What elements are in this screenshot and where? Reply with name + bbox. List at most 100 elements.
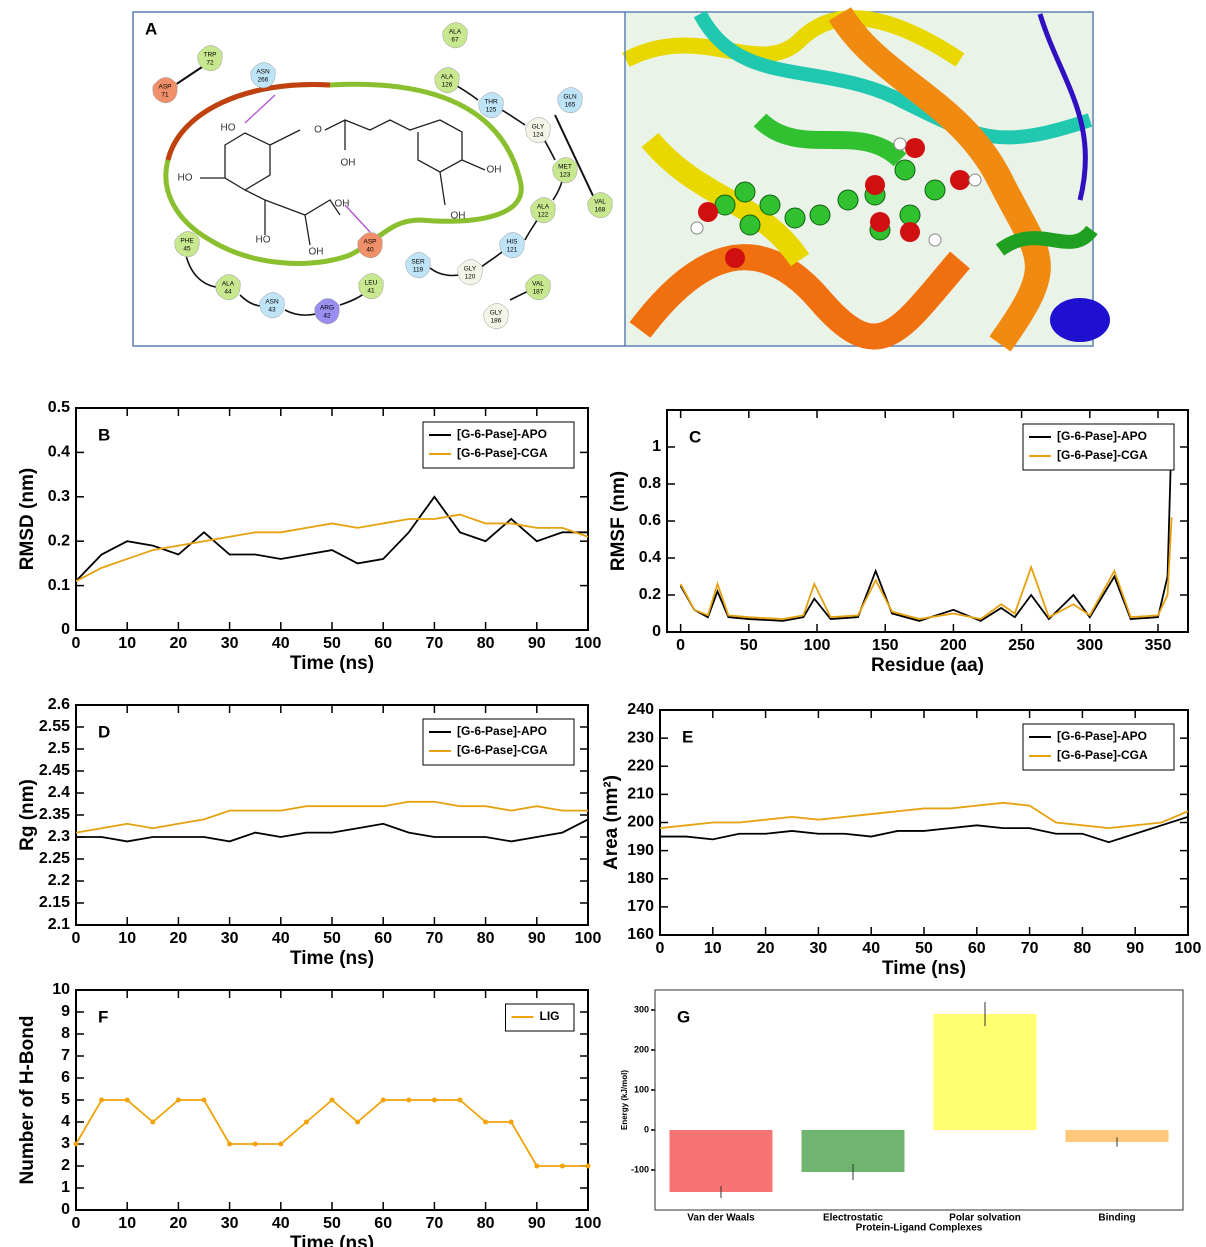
y-tick-label: 2.6 [48, 696, 70, 713]
residue-bubble [457, 259, 483, 286]
legend-label: [G-6-Pase]-CGA [1057, 448, 1148, 462]
data-point [201, 1097, 207, 1103]
x-tick-label: 60 [374, 930, 392, 947]
data-point [99, 1097, 105, 1103]
x-tick-label: 50 [915, 940, 933, 957]
x-tick-label: 60 [374, 1215, 392, 1232]
y-tick-label: 1 [61, 1179, 70, 1196]
x-tick-label: 0 [656, 940, 665, 957]
residue-bubble [358, 273, 384, 300]
x-tick-label: 100 [1175, 940, 1202, 957]
residue-name: LEU [365, 280, 378, 287]
x-tick-label: Electrostatic [823, 1213, 883, 1224]
x-tick-label: 70 [1021, 940, 1039, 957]
x-axis-label: Time (ns) [290, 948, 374, 969]
x-tick-label: 350 [1145, 637, 1172, 654]
x-tick-label: 80 [477, 1215, 495, 1232]
residue-bubble [174, 231, 200, 258]
y-tick-label: 2 [61, 1157, 70, 1174]
legend-box [422, 718, 575, 766]
bar [1065, 1130, 1169, 1142]
ligand-diagram [163, 64, 596, 316]
residue-number: 42 [323, 313, 331, 320]
y-axis-label: Number of H-Bond [17, 1016, 38, 1185]
legend-box [422, 421, 575, 469]
residue-bubble [405, 252, 431, 279]
x-tick-label: 50 [740, 637, 758, 654]
x-tick-label: 80 [477, 930, 495, 947]
residue-number: 121 [507, 247, 518, 254]
y-tick-label: 190 [627, 842, 654, 859]
residue-name: VAL [532, 281, 544, 288]
x-tick-label: 90 [528, 930, 546, 947]
data-point [585, 1163, 591, 1169]
x-tick-label: 30 [221, 1215, 239, 1232]
x-tick-label: 40 [272, 930, 290, 947]
legend-label: [G-6-Pase]-APO [1057, 729, 1147, 743]
x-tick-label: 30 [810, 940, 828, 957]
residue-bubble [152, 77, 178, 104]
bar [933, 1014, 1037, 1130]
y-tick-label: 0.4 [48, 444, 70, 461]
residue-number: 122 [538, 212, 549, 219]
data-point [252, 1141, 258, 1147]
x-tick-label: 40 [272, 635, 290, 652]
structure-view [622, 6, 1110, 352]
data-line [75, 513, 589, 582]
residue-name: ASP [363, 239, 376, 246]
residue-bubble [357, 232, 383, 259]
y-tick-label: 240 [627, 701, 654, 718]
chart-panel: 0 1 2 3 4 5 6 7 8 9 10 Number of H-Bond F 0 10 20 30 40 50… [17, 981, 601, 1247]
residue-number: 120 [465, 274, 476, 281]
legend-label: [G-6-Pase]-APO [1057, 429, 1147, 443]
x-tick-label: 100 [575, 930, 602, 947]
y-tick-label: 1 [652, 438, 661, 455]
x-tick-label: 100 [575, 635, 602, 652]
x-axis-label: Time (ns) [290, 1233, 374, 1247]
data-line [679, 517, 1173, 621]
x-tick-label: 70 [426, 930, 444, 947]
y-tick-label: 2.25 [39, 850, 70, 867]
y-tick-label: 0 [61, 621, 70, 638]
residue-bubble [478, 92, 504, 119]
atom-label: HO [221, 123, 236, 134]
residue-number: 67 [451, 37, 459, 44]
x-tick-label: 80 [477, 635, 495, 652]
residue-number: 40 [366, 247, 374, 254]
x-axis-label: Time (ns) [290, 653, 374, 674]
residue-bubble [525, 274, 551, 301]
data-point [380, 1097, 386, 1103]
data-point [431, 1097, 437, 1103]
x-tick-label: 40 [272, 1215, 290, 1232]
x-tick-label: 70 [426, 635, 444, 652]
x-tick-label: 50 [323, 930, 341, 947]
legend-label: LIG [540, 1009, 560, 1023]
residue-bubble [552, 157, 578, 184]
residue-name: MET [558, 164, 572, 171]
y-tick-label: 200 [634, 1044, 649, 1054]
chart-panel: 0 0.2 0.4 0.6 0.8 1 RMSF (nm) C 0 50 100 150 200 250 3… [608, 409, 1189, 676]
residue-bubble [557, 87, 583, 114]
y-tick-label: 0.2 [639, 586, 661, 603]
y-tick-label: 0 [61, 1201, 70, 1218]
residue-name: SER [411, 259, 425, 266]
y-tick-label: 170 [627, 898, 654, 915]
x-axis-label: Protein-Ligand Complexes [856, 1223, 983, 1234]
y-axis-label: Area (nm²) [601, 775, 622, 870]
residue-bubble [197, 45, 223, 72]
residue-name: ARG [320, 305, 334, 312]
x-tick-label: 250 [1008, 637, 1035, 654]
y-tick-label: 10 [52, 981, 70, 998]
x-tick-label: 90 [1126, 940, 1144, 957]
legend-label: [G-6-Pase]-APO [457, 724, 547, 738]
y-tick-label: 9 [61, 1003, 70, 1020]
data-point [278, 1141, 284, 1147]
y-tick-label: 100 [634, 1084, 649, 1094]
y-tick-label: 0.4 [639, 549, 661, 566]
y-tick-label: 160 [627, 926, 654, 943]
residue-bubble [525, 117, 551, 144]
data-line [660, 816, 1189, 844]
residue-name: TRP [204, 52, 217, 59]
y-tick-label: 230 [627, 729, 654, 746]
